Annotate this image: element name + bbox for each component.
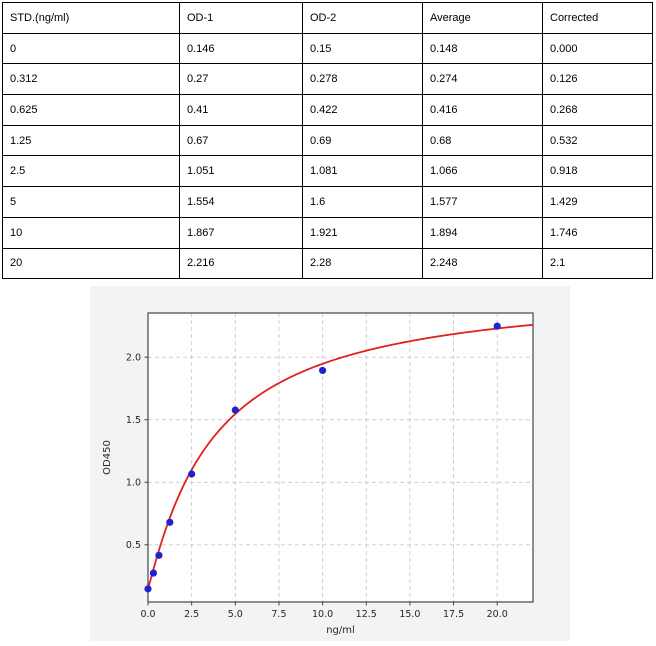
x-tick-label: 5.0 bbox=[228, 609, 243, 620]
chart-svg: 0.0 2.5 5.0 7.5 10.0 12.5 15.0 17.5 20.0 0.5 1.0 1.… bbox=[90, 286, 570, 641]
column-header: OD-2 bbox=[302, 2, 423, 34]
table-cell: 2.5 bbox=[2, 155, 180, 188]
table-cell: 0.422 bbox=[302, 94, 423, 126]
data-point bbox=[144, 585, 152, 593]
data-point bbox=[188, 470, 196, 478]
y-tick-label: 1.0 bbox=[126, 478, 141, 489]
table-cell: 10 bbox=[2, 216, 180, 249]
table-cell: 1.066 bbox=[422, 155, 543, 188]
data-point bbox=[493, 322, 501, 330]
table-cell: 0.41 bbox=[179, 94, 303, 126]
table-header: STD.(ng/ml) OD-1 OD-2 Average Corrected bbox=[2, 2, 653, 34]
table-row: 20 2.216 2.28 2.248 2.1 bbox=[2, 247, 653, 280]
table-cell: 2.216 bbox=[179, 247, 303, 280]
plot-background bbox=[148, 313, 533, 602]
table-cell: 0.625 bbox=[2, 94, 180, 126]
column-header: Average bbox=[422, 2, 543, 34]
table-row: 0.625 0.41 0.422 0.416 0.268 bbox=[2, 94, 653, 126]
table-row: 0 0.146 0.15 0.148 0.000 bbox=[2, 32, 653, 65]
table-cell: 1.429 bbox=[542, 186, 653, 218]
y-axis-label: OD450 bbox=[102, 440, 113, 475]
table-cell: 0.416 bbox=[422, 94, 543, 126]
data-point bbox=[231, 406, 239, 414]
data-point bbox=[166, 518, 174, 526]
table-cell: 0.67 bbox=[179, 124, 303, 157]
table-cell: 0 bbox=[2, 32, 180, 65]
standard-curve-chart: 0.0 2.5 5.0 7.5 10.0 12.5 15.0 17.5 20.0 0.5 1.0 1.… bbox=[90, 286, 570, 641]
fit-curve bbox=[147, 323, 534, 590]
y-tick-label: 2.0 bbox=[126, 352, 141, 363]
table-cell: 0.000 bbox=[542, 32, 653, 65]
table-cell: 1.6 bbox=[302, 186, 423, 218]
table-cell: 0.148 bbox=[422, 32, 543, 65]
y-tick-label: 1.5 bbox=[126, 415, 141, 426]
table-cell: 0.27 bbox=[179, 63, 303, 96]
table-cell: 2.28 bbox=[302, 247, 423, 280]
table-cell: 1.25 bbox=[2, 124, 180, 157]
x-tick-label: 10.0 bbox=[312, 609, 333, 620]
table-cell: 0.918 bbox=[542, 155, 653, 188]
data-point bbox=[319, 366, 327, 375]
table-row: 5 1.554 1.6 1.577 1.429 bbox=[2, 186, 653, 218]
table-row: 1.25 0.67 0.69 0.68 0.532 bbox=[2, 124, 653, 157]
table-cell: 1.921 bbox=[302, 216, 423, 249]
table-cell: 5 bbox=[2, 186, 180, 218]
table-cell: 2.1 bbox=[542, 247, 653, 280]
x-tick-label: 0.0 bbox=[140, 609, 155, 620]
plot-border bbox=[147, 312, 534, 603]
table-cell: 20 bbox=[2, 247, 180, 280]
x-tick-label: 2.5 bbox=[184, 609, 199, 620]
table-row: 2.5 1.051 1.081 1.066 0.918 bbox=[2, 155, 653, 188]
table-cell: 1.081 bbox=[302, 155, 423, 188]
table-cell: 0.126 bbox=[542, 63, 653, 96]
y-tick-label: 0.5 bbox=[126, 540, 141, 551]
table-cell: 2.248 bbox=[422, 247, 543, 280]
column-header: OD-1 bbox=[179, 2, 303, 34]
table-cell: 1.577 bbox=[422, 186, 543, 218]
table-cell: 0.69 bbox=[302, 124, 423, 157]
table-cell: 0.532 bbox=[542, 124, 653, 157]
table-cell: 1.051 bbox=[179, 155, 303, 188]
x-axis-label: ng/ml bbox=[326, 625, 355, 636]
table-cell: 0.278 bbox=[302, 63, 423, 96]
x-tick-label: 12.5 bbox=[356, 609, 377, 620]
table-cell: 0.274 bbox=[422, 63, 543, 96]
table-row: 0.312 0.27 0.278 0.274 0.126 bbox=[2, 63, 653, 96]
table-cell: 1.746 bbox=[542, 216, 653, 249]
table-cell: 0.15 bbox=[302, 32, 423, 65]
x-tick-label: 17.5 bbox=[443, 609, 464, 620]
standards-table: STD.(ng/ml) OD-1 OD-2 Average Corrected 0 0.1… bbox=[2, 2, 653, 280]
table-cell: 1.554 bbox=[179, 186, 303, 218]
column-header: Corrected bbox=[542, 2, 653, 34]
table-cell: 0.268 bbox=[542, 94, 653, 126]
table-cell: 0.68 bbox=[422, 124, 543, 157]
data-point bbox=[155, 551, 163, 559]
table-cell: 1.867 bbox=[179, 216, 303, 249]
column-header: STD.(ng/ml) bbox=[2, 2, 180, 34]
table-cell: 0.146 bbox=[179, 32, 303, 65]
x-tick-label: 20.0 bbox=[487, 609, 508, 620]
table-cell: 1.894 bbox=[422, 216, 543, 249]
table-row: 10 1.867 1.921 1.894 1.746 bbox=[2, 216, 653, 249]
x-tick-label: 7.5 bbox=[271, 609, 286, 620]
table-header-row: STD.(ng/ml) OD-1 OD-2 Average Corrected bbox=[2, 2, 653, 34]
table-cell: 0.312 bbox=[2, 63, 180, 96]
table-body: 0 0.146 0.15 0.148 0.000 0.312 0.27 0.278 0.274 0… bbox=[2, 32, 653, 280]
x-tick-label: 15.0 bbox=[399, 609, 420, 620]
data-point bbox=[149, 569, 158, 577]
